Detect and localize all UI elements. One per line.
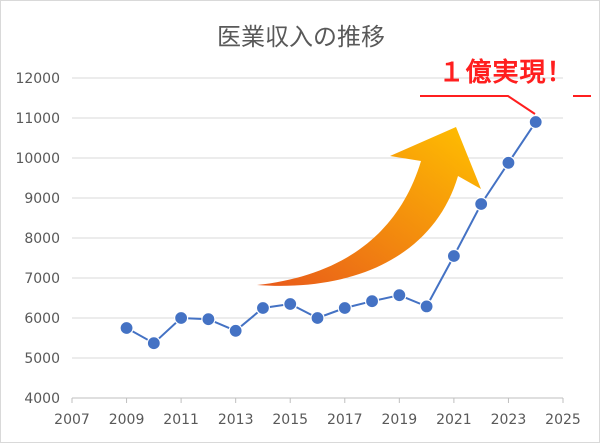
x-tick-label: 2015 (272, 412, 308, 428)
callout: １億実現！ (420, 57, 591, 115)
x-tick-label: 2009 (109, 412, 145, 428)
x-tick-label: 2011 (163, 412, 199, 428)
y-axis: 4000 5000 6000 7000 8000 9000 10000 11000 12000 (15, 71, 60, 407)
y-tick-label: 4000 (24, 391, 60, 407)
data-point (228, 323, 243, 338)
data-point (119, 320, 134, 336)
x-tick-label: 2023 (491, 412, 527, 428)
y-tick-label: 5000 (24, 351, 60, 367)
data-point (201, 312, 216, 327)
y-tick-label: 9000 (24, 191, 60, 207)
data-point (392, 288, 407, 303)
data-point (474, 196, 489, 212)
data-point (446, 248, 461, 264)
callout-leader-line (420, 95, 536, 115)
data-point (364, 294, 380, 309)
data-point (419, 299, 434, 314)
y-tick-label: 10000 (15, 151, 60, 167)
data-point (255, 300, 271, 316)
x-tick-label: 2017 (327, 412, 363, 428)
x-tick-label: 2013 (218, 412, 254, 428)
x-tick-label: 2021 (436, 412, 472, 428)
data-point (337, 300, 352, 316)
callout-text: １億実現！ (438, 57, 573, 88)
series-layer (119, 114, 543, 351)
y-tick-label: 8000 (24, 231, 60, 247)
growth-arrow-icon (257, 127, 481, 286)
data-point (283, 296, 298, 312)
y-tick-label: 6000 (24, 311, 60, 327)
y-tick-label: 11000 (15, 111, 60, 127)
gridlines (72, 77, 563, 399)
data-point (528, 114, 543, 130)
data-point (174, 310, 189, 326)
chart-title: 医業収入の推移 (217, 23, 385, 51)
data-point (146, 336, 161, 351)
y-tick-label: 12000 (15, 71, 60, 87)
y-tick-label: 7000 (24, 271, 60, 287)
x-tick-label: 2025 (545, 412, 581, 428)
x-axis: 2007 2009 2011 2013 2015 2017 2019 2021 2023 2025 (54, 397, 581, 428)
data-point (501, 155, 516, 170)
series-line (126, 121, 537, 345)
x-tick-label: 2007 (54, 412, 90, 428)
x-tick-label: 2019 (382, 412, 418, 428)
data-point (310, 310, 325, 326)
